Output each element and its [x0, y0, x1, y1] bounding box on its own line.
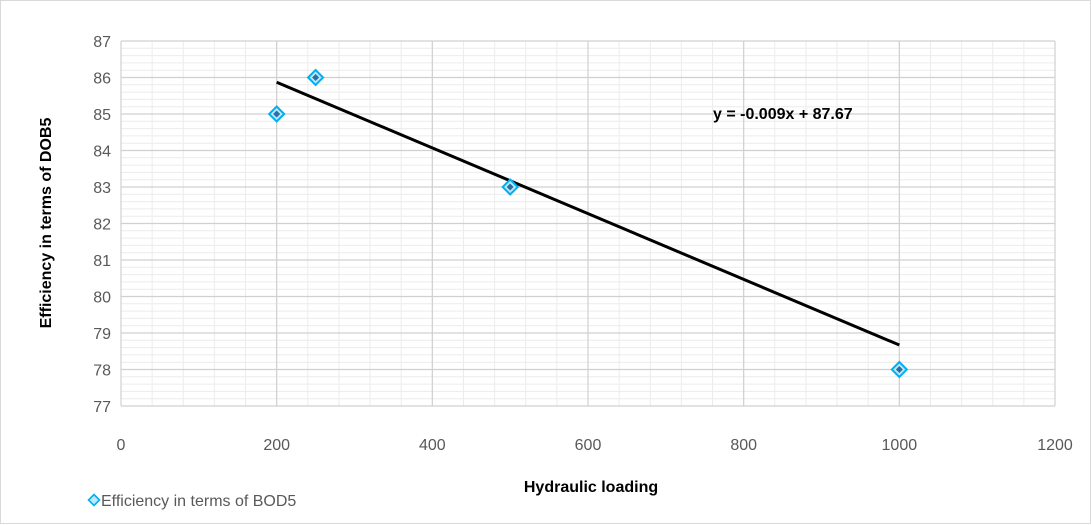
- data-points: [267, 68, 909, 379]
- y-tick-label: 83: [93, 180, 111, 197]
- y-tick-label: 87: [93, 34, 111, 51]
- x-tick-label: 200: [263, 437, 290, 454]
- legend: Efficiency in terms of BOD5: [87, 493, 296, 510]
- major-gridlines: [120, 40, 1056, 407]
- trendline: [276, 80, 900, 347]
- data-point-center: [506, 183, 514, 191]
- data-point-center: [312, 74, 320, 81]
- y-tick-label: 78: [93, 363, 111, 380]
- x-tick-label: 0: [117, 437, 126, 454]
- y-tick-label: 86: [93, 71, 111, 88]
- y-tick-label: 81: [93, 253, 111, 270]
- x-tick-label: 400: [419, 437, 446, 454]
- x-tick-label: 800: [730, 437, 757, 454]
- y-axis-tick-labels: 77 78 79 80 81 82 83 84 85 86 87: [93, 34, 111, 416]
- x-tick-label: 1200: [1037, 437, 1073, 454]
- data-point-center: [895, 366, 903, 373]
- y-tick-label: 79: [93, 326, 111, 343]
- y-tick-label: 85: [93, 107, 111, 124]
- data-point-center: [273, 110, 281, 118]
- trendline-group: [276, 80, 900, 347]
- legend-marker-diamond: [87, 493, 101, 507]
- x-axis-title: Hydraulic loading: [524, 479, 658, 496]
- legend-label: Efficiency in terms of BOD5: [101, 493, 296, 510]
- y-tick-label: 80: [93, 290, 111, 307]
- y-tick-label: 77: [93, 399, 111, 416]
- x-axis-tick-labels: 0 200 400 600 800 1000 1200: [117, 437, 1073, 454]
- trendline-equation: y = -0.009x + 87.67: [713, 106, 853, 123]
- y-tick-label: 84: [93, 144, 111, 161]
- x-tick-label: 600: [575, 437, 602, 454]
- y-tick-label: 82: [93, 217, 111, 234]
- x-tick-label: 1000: [882, 437, 918, 454]
- y-axis-title: Efficiency in terms of DOB5: [38, 118, 55, 329]
